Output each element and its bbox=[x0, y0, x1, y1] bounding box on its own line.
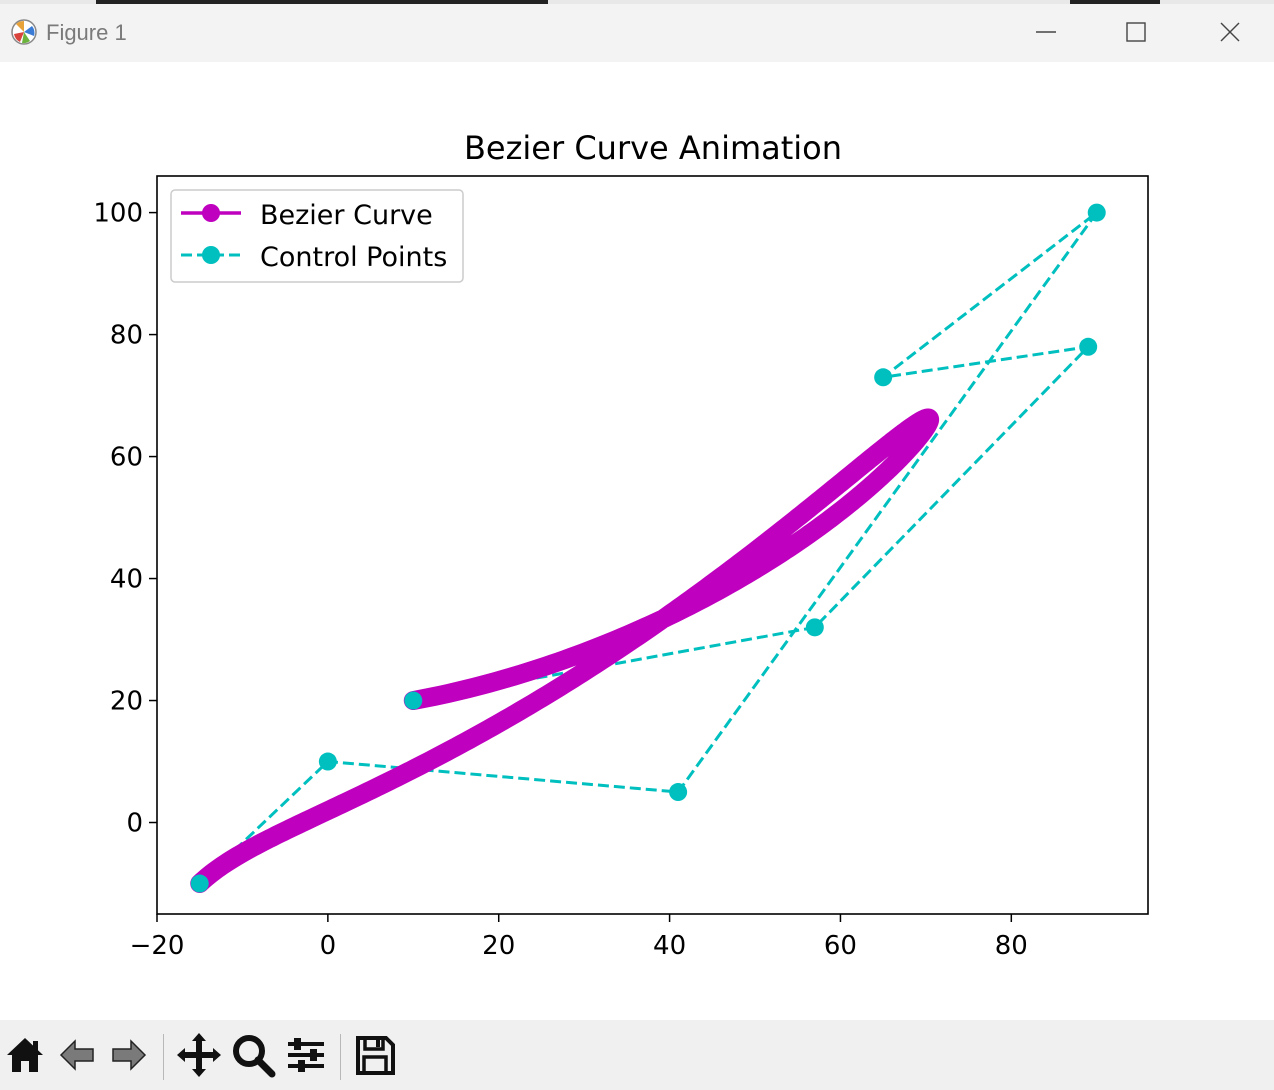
maximize-icon bbox=[1126, 22, 1146, 42]
figure-canvas[interactable]: Bezier Curve Animation −20 0 20 40 60 80 0 20 4… bbox=[0, 62, 1274, 1020]
configure-subplots-button[interactable] bbox=[281, 1026, 331, 1084]
control-point-marker bbox=[874, 368, 893, 387]
minimize-icon bbox=[1036, 31, 1056, 33]
configure-subplots-icon bbox=[288, 1038, 324, 1072]
chart-title: Bezier Curve Animation bbox=[464, 129, 842, 167]
y-axis-ticks: 0 20 40 60 80 100 bbox=[93, 199, 157, 839]
close-button[interactable] bbox=[1200, 10, 1260, 54]
x-tick-label: 60 bbox=[824, 931, 857, 961]
back-arrow-icon bbox=[59, 1039, 94, 1071]
x-tick-label: 40 bbox=[653, 931, 686, 961]
window-titlebar: Figure 1 bbox=[0, 0, 1274, 62]
window-title: Figure 1 bbox=[46, 20, 127, 45]
legend-box bbox=[170, 189, 464, 283]
legend-marker-bezier bbox=[202, 204, 220, 222]
control-point-marker bbox=[1087, 203, 1106, 222]
y-tick-label: 100 bbox=[93, 199, 143, 229]
save-button[interactable] bbox=[350, 1026, 400, 1084]
control-points-line bbox=[198, 211, 1098, 885]
control-point-marker bbox=[190, 874, 209, 893]
matplotlib-logo-icon bbox=[11, 19, 37, 45]
y-tick-label: 60 bbox=[110, 443, 143, 473]
zoom-button[interactable] bbox=[228, 1026, 278, 1084]
maximize-button[interactable] bbox=[1106, 10, 1166, 54]
legend-label-bezier: Bezier Curve bbox=[260, 200, 433, 231]
forward-arrow-icon bbox=[112, 1039, 147, 1071]
control-point-marker bbox=[318, 752, 337, 771]
control-point-marker bbox=[1079, 337, 1098, 356]
control-point-marker bbox=[404, 691, 423, 710]
navigation-toolbar bbox=[0, 1020, 1274, 1090]
taskbar-strip bbox=[0, 0, 1274, 4]
zoom-magnifier-icon bbox=[233, 1035, 276, 1078]
forward-button[interactable] bbox=[104, 1026, 154, 1084]
x-tick-label: 80 bbox=[995, 931, 1028, 961]
y-tick-label: 40 bbox=[110, 565, 143, 595]
legend: Bezier Curve Control Points bbox=[170, 189, 464, 283]
toolbar-separator bbox=[163, 1034, 164, 1080]
minimize-button[interactable] bbox=[1016, 10, 1076, 54]
home-button[interactable] bbox=[0, 1026, 50, 1084]
chart-svg: Bezier Curve Animation −20 0 20 40 60 80 0 20 4… bbox=[93, 129, 1149, 961]
y-tick-label: 80 bbox=[110, 321, 143, 351]
control-point-marker bbox=[669, 783, 688, 802]
pan-move-icon bbox=[177, 1033, 221, 1077]
legend-label-control-points: Control Points bbox=[260, 242, 447, 273]
toolbar-separator bbox=[340, 1034, 341, 1080]
control-point-marker bbox=[805, 618, 824, 637]
axes-frame bbox=[156, 175, 1149, 915]
home-icon bbox=[7, 1038, 43, 1072]
y-tick-label: 0 bbox=[126, 809, 143, 839]
x-axis-ticks: −20 0 20 40 60 80 bbox=[130, 914, 1028, 961]
pan-button[interactable] bbox=[174, 1026, 224, 1084]
back-button[interactable] bbox=[52, 1026, 102, 1084]
x-tick-label: −20 bbox=[130, 931, 185, 961]
legend-marker-control-points bbox=[202, 246, 220, 264]
bezier-curve-line bbox=[190, 408, 940, 893]
plot-area bbox=[190, 203, 1106, 893]
save-floppy-icon bbox=[356, 1036, 395, 1075]
x-tick-label: 20 bbox=[482, 931, 515, 961]
x-tick-label: 0 bbox=[320, 931, 337, 961]
close-icon bbox=[1220, 22, 1240, 42]
y-tick-label: 20 bbox=[110, 687, 143, 717]
